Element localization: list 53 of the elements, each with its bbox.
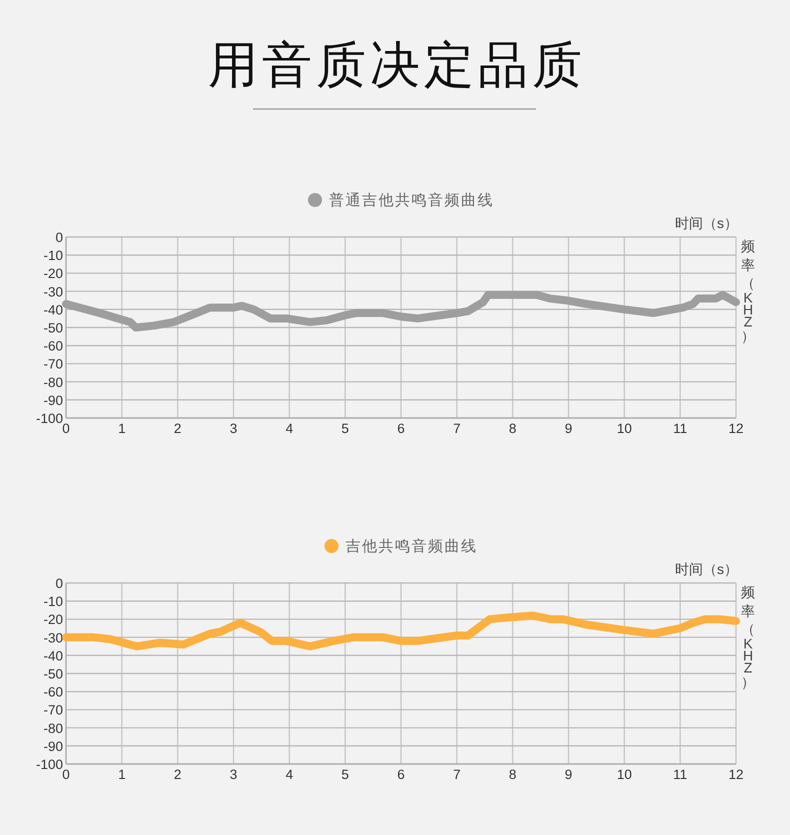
x-axis-title: 时间（s） xyxy=(675,215,738,231)
x-tick-label: 8 xyxy=(508,421,516,436)
y-tick-label: -90 xyxy=(43,738,63,754)
y-axis-title: 频率（KHZ） xyxy=(741,238,755,344)
x-tick-label: 5 xyxy=(341,767,349,782)
x-tick-label: 7 xyxy=(453,767,461,782)
y-tick-label: -70 xyxy=(43,702,63,718)
x-tick-label: 1 xyxy=(118,767,126,782)
y-tick-label: -10 xyxy=(43,248,63,264)
y-tick-label: -30 xyxy=(43,284,63,300)
x-tick-label: 12 xyxy=(728,767,744,782)
y-tick-label: -80 xyxy=(43,720,63,736)
x-tick-label: 6 xyxy=(397,767,405,782)
x-tick-label: 11 xyxy=(673,767,688,782)
chart-title: 用音质决定品质 xyxy=(208,37,586,93)
y-tick-label: -20 xyxy=(43,266,63,282)
x-tick-label: 3 xyxy=(230,421,238,436)
y-tick-label: -50 xyxy=(43,666,63,682)
y-tick-label: -100 xyxy=(36,757,63,772)
y-tick-label: 0 xyxy=(55,576,63,591)
x-tick-label: 10 xyxy=(616,767,632,782)
x-tick-label: 2 xyxy=(174,421,182,436)
y-tick-label: -80 xyxy=(43,374,63,390)
x-tick-label: 8 xyxy=(508,767,516,782)
x-tick-label: 2 xyxy=(174,767,182,782)
x-axis-title: 时间（s） xyxy=(675,561,738,577)
x-tick-label: 3 xyxy=(230,767,238,782)
y-tick-label: 0 xyxy=(55,230,63,245)
x-tick-label: 9 xyxy=(564,767,572,782)
y-tick-label: -90 xyxy=(43,392,63,408)
x-tick-label: 4 xyxy=(286,767,294,782)
x-tick-label: 4 xyxy=(286,421,294,436)
legend: 普通吉他共鸣音频曲线 xyxy=(308,192,494,209)
y-tick-label: -70 xyxy=(43,356,63,372)
x-tick-label: 12 xyxy=(728,421,744,436)
y-tick-label: -100 xyxy=(36,411,63,426)
x-tick-label: 11 xyxy=(673,421,688,436)
y-tick-label: -20 xyxy=(43,612,63,628)
y-tick-label: -40 xyxy=(43,648,63,664)
legend: 吉他共鸣音频曲线 xyxy=(324,538,478,555)
x-tick-label: 5 xyxy=(341,421,349,436)
x-tick-label: 7 xyxy=(453,421,461,436)
x-tick-label: 10 xyxy=(616,421,632,436)
y-tick-label: -60 xyxy=(43,684,63,700)
y-tick-label: -50 xyxy=(43,320,63,336)
y-tick-label: -40 xyxy=(43,302,63,318)
y-tick-label: -30 xyxy=(43,630,63,646)
x-tick-label: 1 xyxy=(118,421,126,436)
y-tick-label: -60 xyxy=(43,338,63,354)
x-tick-label: 9 xyxy=(564,421,572,436)
y-axis-title: 频率（KHZ） xyxy=(741,584,755,690)
y-tick-label: -10 xyxy=(43,594,63,610)
x-tick-label: 6 xyxy=(397,421,405,436)
